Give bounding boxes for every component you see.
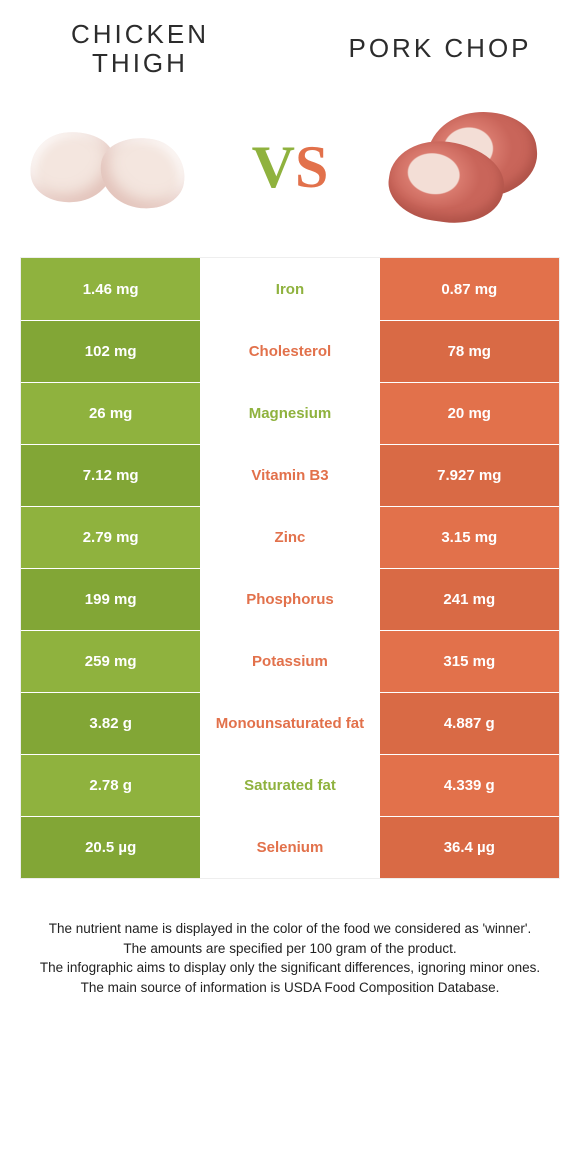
right-value: 0.87 mg bbox=[380, 258, 559, 320]
nutrient-name: Phosphorus bbox=[200, 569, 379, 630]
nutrient-name: Vitamin B3 bbox=[200, 445, 379, 506]
right-value: 20 mg bbox=[380, 383, 559, 444]
table-row: 26 mgMagnesium20 mg bbox=[21, 382, 559, 444]
nutrient-name: Iron bbox=[200, 258, 379, 320]
left-value: 3.82 g bbox=[21, 693, 200, 754]
right-value: 4.887 g bbox=[380, 693, 559, 754]
vs-label: VS bbox=[252, 133, 329, 202]
left-value: 259 mg bbox=[21, 631, 200, 692]
left-value: 102 mg bbox=[21, 321, 200, 382]
right-value: 7.927 mg bbox=[380, 445, 559, 506]
left-value: 1.46 mg bbox=[21, 258, 200, 320]
chicken-thigh-image bbox=[20, 107, 200, 227]
right-value: 3.15 mg bbox=[380, 507, 559, 568]
pork-chop-image bbox=[380, 107, 560, 227]
pork-illustration bbox=[385, 112, 555, 222]
footer-line-2: The amounts are specified per 100 gram o… bbox=[30, 939, 550, 959]
nutrient-name: Saturated fat bbox=[200, 755, 379, 816]
table-row: 199 mgPhosphorus241 mg bbox=[21, 568, 559, 630]
right-value: 4.339 g bbox=[380, 755, 559, 816]
table-row: 102 mgCholesterol78 mg bbox=[21, 320, 559, 382]
right-value: 315 mg bbox=[380, 631, 559, 692]
chicken-illustration bbox=[30, 122, 190, 212]
images-row: VS bbox=[0, 87, 580, 257]
nutrient-name: Potassium bbox=[200, 631, 379, 692]
footer-line-3: The infographic aims to display only the… bbox=[30, 958, 550, 978]
table-row: 20.5 µgSelenium36.4 µg bbox=[21, 816, 559, 878]
left-value: 20.5 µg bbox=[21, 817, 200, 878]
left-value: 26 mg bbox=[21, 383, 200, 444]
table-row: 1.46 mgIron0.87 mg bbox=[21, 258, 559, 320]
table-row: 3.82 gMonounsaturated fat4.887 g bbox=[21, 692, 559, 754]
table-row: 7.12 mgVitamin B37.927 mg bbox=[21, 444, 559, 506]
right-value: 78 mg bbox=[380, 321, 559, 382]
nutrient-name: Monounsaturated fat bbox=[200, 693, 379, 754]
table-row: 259 mgPotassium315 mg bbox=[21, 630, 559, 692]
right-value: 36.4 µg bbox=[380, 817, 559, 878]
left-value: 199 mg bbox=[21, 569, 200, 630]
nutrient-name: Magnesium bbox=[200, 383, 379, 444]
footer-line-4: The main source of information is USDA F… bbox=[30, 978, 550, 998]
nutrient-name: Selenium bbox=[200, 817, 379, 878]
nutrient-table: 1.46 mgIron0.87 mg102 mgCholesterol78 mg… bbox=[20, 257, 560, 879]
left-value: 2.78 g bbox=[21, 755, 200, 816]
footer-notes: The nutrient name is displayed in the co… bbox=[30, 919, 550, 997]
right-value: 241 mg bbox=[380, 569, 559, 630]
nutrient-name: Zinc bbox=[200, 507, 379, 568]
nutrient-name: Cholesterol bbox=[200, 321, 379, 382]
footer-line-1: The nutrient name is displayed in the co… bbox=[30, 919, 550, 939]
table-row: 2.79 mgZinc3.15 mg bbox=[21, 506, 559, 568]
header: Chicken thigh Pork chop bbox=[0, 0, 580, 87]
vs-s: S bbox=[295, 133, 328, 202]
left-value: 7.12 mg bbox=[21, 445, 200, 506]
vs-v: V bbox=[252, 133, 295, 202]
right-food-title: Pork chop bbox=[340, 34, 540, 63]
left-food-title: Chicken thigh bbox=[40, 20, 240, 77]
left-value: 2.79 mg bbox=[21, 507, 200, 568]
table-row: 2.78 gSaturated fat4.339 g bbox=[21, 754, 559, 816]
